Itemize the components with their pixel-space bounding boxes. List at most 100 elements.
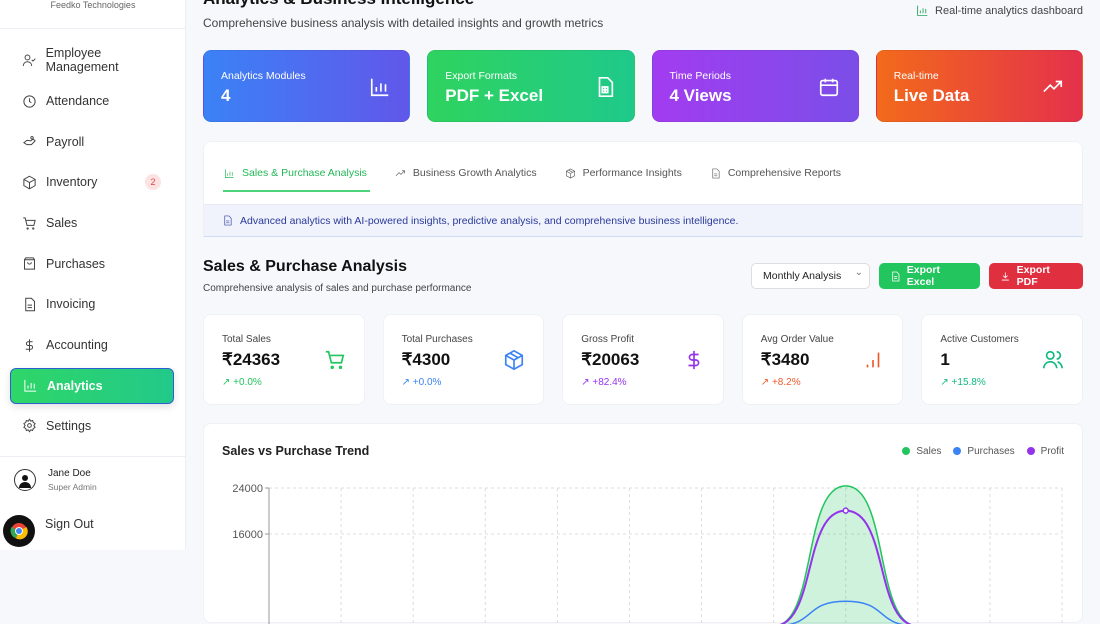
cart-icon xyxy=(23,216,36,230)
legend-label: Purchases xyxy=(967,446,1015,457)
stat-label: Avg Order Value xyxy=(760,334,834,345)
legend-dot xyxy=(1026,447,1035,455)
stat-change: ↗ +0.0% xyxy=(402,377,526,388)
package-icon xyxy=(23,175,36,190)
y-tick-label: 24000 xyxy=(232,483,263,495)
sidebar-item-settings[interactable]: Settings xyxy=(10,406,174,447)
stat-value: 1 xyxy=(940,350,950,369)
summary-card: Analytics Modules 4 xyxy=(203,50,411,122)
export-excel-button[interactable]: Export Excel xyxy=(879,263,980,289)
sidebar-item-payroll[interactable]: Payroll xyxy=(10,121,174,162)
sheet-icon xyxy=(598,77,613,97)
realtime-text: Real-time analytics dashboard xyxy=(935,4,1083,17)
stat-card: Total Purchases ₹4300 ↗ +0.0% xyxy=(382,314,545,405)
arrow-up-right-icon: ↗ xyxy=(940,377,949,388)
sidebar-item-label: Invoicing xyxy=(46,297,96,312)
users-icon xyxy=(1042,350,1063,369)
sidebar-item-employee-management[interactable]: Employee Management xyxy=(10,40,174,81)
sidebar-item-label: Employee Management xyxy=(45,46,119,75)
trend-icon xyxy=(1043,80,1063,93)
stat-card: Avg Order Value ₹3480 ↗ +8.2% xyxy=(741,314,904,405)
cart-icon xyxy=(325,350,344,370)
sidebar-item-analytics[interactable]: Analytics xyxy=(10,367,174,404)
file-icon xyxy=(224,215,232,226)
sidebar-item-inventory[interactable]: Inventory 2 xyxy=(10,162,174,203)
sidebar-item-label: Sales xyxy=(46,216,78,231)
summary-card: Real-time Live Data xyxy=(875,50,1083,122)
user-profile[interactable]: Jane Doe Super Admin xyxy=(14,468,97,492)
summary-card: Export Formats PDF + Excel xyxy=(427,50,635,122)
sidebar-item-label: Settings xyxy=(46,418,92,433)
series-line-purchases xyxy=(787,600,904,624)
stat-value: ₹3480 xyxy=(760,350,810,369)
sidebar-item-label: Analytics xyxy=(47,378,103,393)
series-line-sales xyxy=(779,485,912,624)
stat-value: ₹24363 xyxy=(222,350,281,369)
inventory-badge: 2 xyxy=(145,174,161,191)
sidebar-item-attendance[interactable]: Attendance xyxy=(10,81,174,122)
divider xyxy=(0,456,186,457)
section-subtitle: Comprehensive analysis of sales and purc… xyxy=(203,283,472,294)
tab-performance-insights[interactable]: Performance Insights xyxy=(565,142,682,204)
stat-change-value: +0.0% xyxy=(412,377,442,388)
stat-card: Gross Profit ₹20063 ↗ +82.4% xyxy=(562,314,724,405)
stat-change: ↗ +8.2% xyxy=(761,377,885,388)
bar-chart-icon xyxy=(917,5,928,16)
stat-card: Total Sales ₹24363 ↗ +0.0% xyxy=(203,314,365,405)
sidebar-item-label: Purchases xyxy=(46,256,106,271)
sidebar-item-label: Inventory xyxy=(46,175,98,190)
sidebar: Feedko Technologies Employee Management A… xyxy=(0,0,186,550)
chart-plot: 24000 16000 xyxy=(232,483,1063,624)
legend-item[interactable]: Profit xyxy=(1026,446,1064,457)
trend-chart: Sales vs Purchase Trend Sales Purchases Pr… xyxy=(203,423,1083,624)
user-check-icon xyxy=(22,54,36,66)
period-select[interactable]: Monthly Analysis xyxy=(751,263,870,289)
card-label: Real-time xyxy=(893,70,939,82)
summary-card: Time Periods 4 Views xyxy=(651,50,859,122)
card-value: 4 Views xyxy=(669,86,732,105)
tab-business-growth-analytics[interactable]: Business Growth Analytics xyxy=(395,142,537,204)
arrow-up-right-icon: ↗ xyxy=(760,377,770,388)
legend-dot xyxy=(902,447,911,455)
bar-signal-icon xyxy=(867,352,880,368)
summary-cards: Analytics Modules 4 Export Formats PDF + Ex… xyxy=(203,50,1083,122)
y-tick-label: 16000 xyxy=(232,529,263,541)
spreadsheet-icon xyxy=(892,271,900,281)
tab-label: Performance Insights xyxy=(582,167,682,179)
sidebar-item-purchases[interactable]: Purchases xyxy=(10,243,174,284)
chart-title: Sales vs Purchase Trend xyxy=(222,444,370,458)
sidebar-item-sales[interactable]: Sales xyxy=(10,203,174,244)
sidebar-item-accounting[interactable]: Accounting xyxy=(10,325,174,366)
stat-label: Gross Profit xyxy=(581,334,634,345)
data-point xyxy=(842,507,849,514)
sign-out-button[interactable]: Sign Out xyxy=(45,517,94,531)
series-area-sales xyxy=(781,485,910,624)
card-label: Analytics Modules xyxy=(221,70,306,82)
card-value: PDF + Excel xyxy=(445,86,544,105)
arrow-up-right-icon: ↗ xyxy=(581,377,590,388)
series-line-profit xyxy=(778,509,913,624)
page-title: Analytics & Business Intelligence xyxy=(203,0,474,9)
divider xyxy=(0,28,186,29)
stat-card: Active Customers 1 ↗ +15.8% xyxy=(921,314,1083,405)
bar-chart-icon xyxy=(225,168,234,178)
tab-comprehensive-reports[interactable]: Comprehensive Reports xyxy=(710,142,841,204)
card-value: 4 xyxy=(221,86,231,105)
info-text: Advanced analytics with AI-powered insig… xyxy=(240,214,739,227)
sidebar-item-label: Attendance xyxy=(46,94,110,109)
legend-label: Profit xyxy=(1040,446,1064,457)
sidebar-item-invoicing[interactable]: Invoicing xyxy=(10,284,174,325)
legend-item[interactable]: Purchases xyxy=(953,446,1015,457)
card-label: Time Periods xyxy=(669,70,731,82)
export-pdf-button[interactable]: Export PDF xyxy=(989,263,1083,289)
analysis-tabs: Sales & Purchase Analysis Business Growth… xyxy=(203,141,1083,237)
trend-icon xyxy=(395,169,405,176)
legend-item[interactable]: Sales xyxy=(902,446,941,457)
realtime-label: Real-time analytics dashboard xyxy=(916,4,1083,17)
card-value: Live Data xyxy=(893,86,970,105)
gear-icon xyxy=(23,418,36,433)
chrome-icon[interactable] xyxy=(3,515,35,547)
stat-change-value: +82.4% xyxy=(592,377,627,388)
tab-sales-purchase-analysis[interactable]: Sales & Purchase Analysis xyxy=(223,142,370,204)
file-icon xyxy=(25,297,35,312)
